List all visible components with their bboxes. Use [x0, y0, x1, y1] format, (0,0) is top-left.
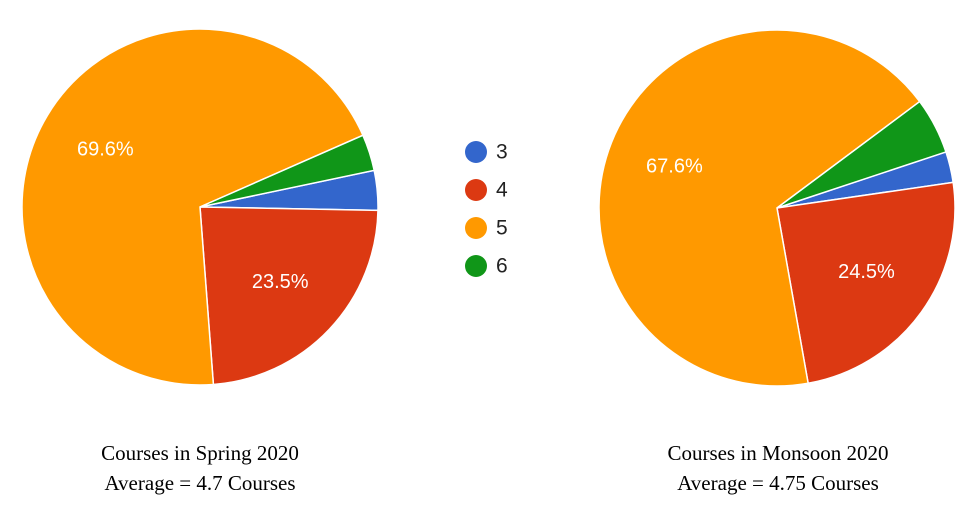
caption-spring-title: Courses in Spring 2020 [101, 441, 299, 465]
legend-label-4: 4 [496, 179, 508, 202]
legend: 3 4 5 6 [465, 141, 508, 278]
pie-monsoon-slice-6 [776, 100, 947, 209]
legend-label-6: 6 [496, 255, 508, 278]
pie-monsoon-label-4: 24.5% [838, 261, 895, 283]
caption-monsoon-title: Courses in Monsoon 2020 [667, 441, 889, 465]
legend-swatch-4 [465, 179, 487, 201]
caption-monsoon-subtitle: Average = 4.75 Courses [677, 471, 879, 495]
legend-label-3: 3 [496, 141, 508, 164]
pie-spring-slice-4 [199, 206, 379, 386]
pie-monsoon-slice-4 [776, 181, 956, 385]
pie-monsoon-slice-5 [598, 29, 921, 387]
caption-monsoon: Courses in Monsoon 2020 Average = 4.75 C… [598, 438, 958, 498]
pie-monsoon: 24.5% 67.6% [598, 29, 956, 387]
caption-spring-subtitle: Average = 4.7 Courses [104, 471, 296, 495]
pie-spring-slice-5 [21, 28, 364, 386]
legend-swatch-6 [465, 255, 487, 277]
pie-spring-label-4: 23.5% [252, 271, 309, 293]
pie-monsoon-label-5: 67.6% [646, 156, 703, 178]
legend-swatch-5 [465, 217, 487, 239]
legend-label-5: 5 [496, 217, 508, 240]
legend-swatch-3 [465, 141, 487, 163]
pie-spring-slice-6 [199, 134, 376, 208]
caption-spring: Courses in Spring 2020 Average = 4.7 Cou… [20, 438, 380, 498]
pie-spring-label-5: 69.6% [77, 139, 134, 161]
pie-spring: 23.5% 69.6% [21, 28, 379, 386]
